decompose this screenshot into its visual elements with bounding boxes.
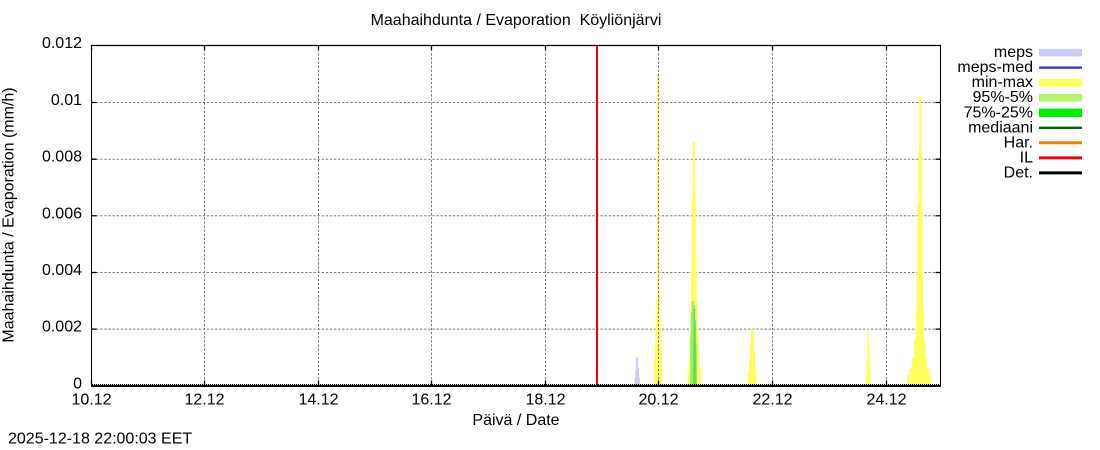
svg-text:0.004: 0.004 bbox=[42, 262, 82, 279]
svg-text:Maahaihdunta / Evaporation Kö: Maahaihdunta / Evaporation Köyliönjärvi bbox=[371, 12, 662, 29]
svg-text:0.01: 0.01 bbox=[51, 92, 82, 109]
svg-text:meps: meps bbox=[994, 44, 1033, 61]
svg-text:Päivä / Date: Päivä / Date bbox=[472, 412, 559, 429]
svg-text:22.12: 22.12 bbox=[752, 392, 792, 409]
svg-text:16.12: 16.12 bbox=[411, 392, 451, 409]
svg-text:0: 0 bbox=[73, 375, 82, 392]
svg-text:0.012: 0.012 bbox=[42, 35, 82, 52]
svg-text:meps-med: meps-med bbox=[957, 59, 1033, 76]
svg-text:18.12: 18.12 bbox=[525, 392, 565, 409]
svg-text:Det.: Det. bbox=[1004, 164, 1033, 181]
svg-text:12.12: 12.12 bbox=[184, 392, 224, 409]
svg-text:mediaani: mediaani bbox=[968, 119, 1033, 136]
svg-text:Har.: Har. bbox=[1004, 134, 1033, 151]
svg-text:0.002: 0.002 bbox=[42, 319, 82, 336]
svg-text:14.12: 14.12 bbox=[298, 392, 338, 409]
svg-text:min-max: min-max bbox=[972, 74, 1033, 91]
svg-text:20.12: 20.12 bbox=[638, 392, 678, 409]
svg-text:IL: IL bbox=[1020, 149, 1033, 166]
svg-text:0.006: 0.006 bbox=[42, 205, 82, 222]
svg-text:10.12: 10.12 bbox=[71, 392, 111, 409]
svg-text:Maahaihdunta / Evaporation (mm: Maahaihdunta / Evaporation (mm/h) bbox=[1, 87, 18, 342]
svg-text:95%-5%: 95%-5% bbox=[973, 89, 1033, 106]
svg-text:2025-12-18 22:00:03 EET: 2025-12-18 22:00:03 EET bbox=[8, 431, 192, 448]
svg-text:75%-25%: 75%-25% bbox=[964, 104, 1033, 121]
svg-text:24.12: 24.12 bbox=[866, 392, 906, 409]
svg-text:0.008: 0.008 bbox=[42, 149, 82, 166]
